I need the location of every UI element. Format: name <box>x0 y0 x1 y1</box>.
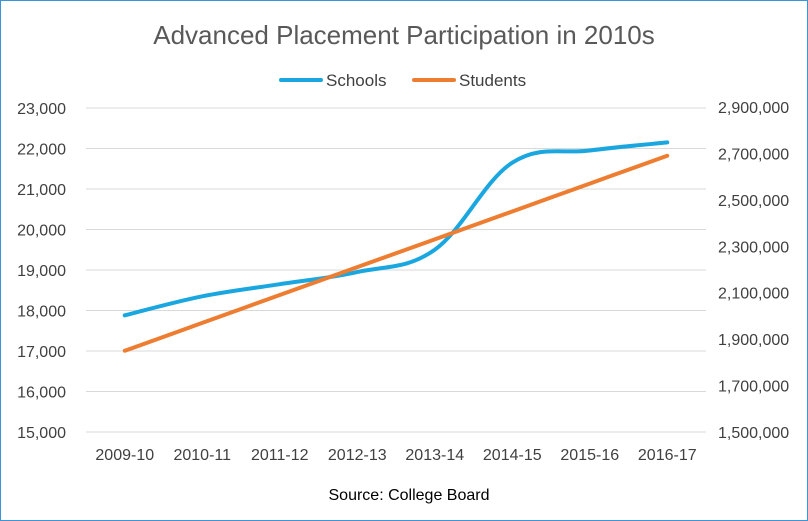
right-axis-ticks: 1,500,000 1,700,000 1,900,000 2,100,000 2,30… <box>718 100 789 442</box>
series-line-schools <box>122 140 670 318</box>
x-tick-label: 2015-16 <box>560 447 619 464</box>
legend-label-students: Students <box>459 71 526 90</box>
left-tick-label: 17,000 <box>17 344 66 361</box>
left-tick-label: 20,000 <box>17 223 66 240</box>
x-tick-label: 2009-10 <box>95 447 154 464</box>
left-tick-label: 18,000 <box>17 304 66 321</box>
series-lines <box>122 140 670 353</box>
x-tick-label: 2011-12 <box>251 447 309 464</box>
right-tick-label: 2,300,000 <box>718 239 789 256</box>
x-tick-label: 2014-15 <box>483 447 542 464</box>
right-tick-label: 2,900,000 <box>718 100 789 117</box>
legend-label-schools: Schools <box>326 71 386 90</box>
right-tick-label: 2,700,000 <box>718 146 789 163</box>
gridlines <box>86 107 706 433</box>
left-tick-label: 23,000 <box>17 101 66 118</box>
chart-title: Advanced Placement Participation in 2010… <box>153 20 655 50</box>
right-tick-label: 1,700,000 <box>718 379 789 396</box>
left-tick-label: 19,000 <box>17 263 66 280</box>
right-tick-label: 1,900,000 <box>718 332 789 349</box>
x-tick-label: 2010-11 <box>173 447 231 464</box>
series-line-students <box>122 153 670 353</box>
left-tick-label: 16,000 <box>17 385 66 402</box>
right-tick-label: 1,500,000 <box>718 425 789 442</box>
right-tick-label: 2,100,000 <box>718 286 789 303</box>
left-tick-label: 21,000 <box>17 182 66 199</box>
left-tick-label: 15,000 <box>17 425 66 442</box>
right-tick-label: 2,500,000 <box>718 193 789 210</box>
x-axis-ticks: 2009-10 2010-11 2011-12 2012-13 2013-14 2014-… <box>95 447 696 464</box>
legend: Schools Students <box>279 71 526 90</box>
left-axis-ticks: 15,000 16,000 17,000 18,000 19,000 20,000 21,0… <box>17 101 66 442</box>
x-tick-label: 2016-17 <box>638 447 697 464</box>
x-tick-label: 2012-13 <box>328 447 387 464</box>
left-tick-label: 22,000 <box>17 142 66 159</box>
source-note: Source: College Board <box>329 487 490 504</box>
x-tick-label: 2013-14 <box>405 447 464 464</box>
